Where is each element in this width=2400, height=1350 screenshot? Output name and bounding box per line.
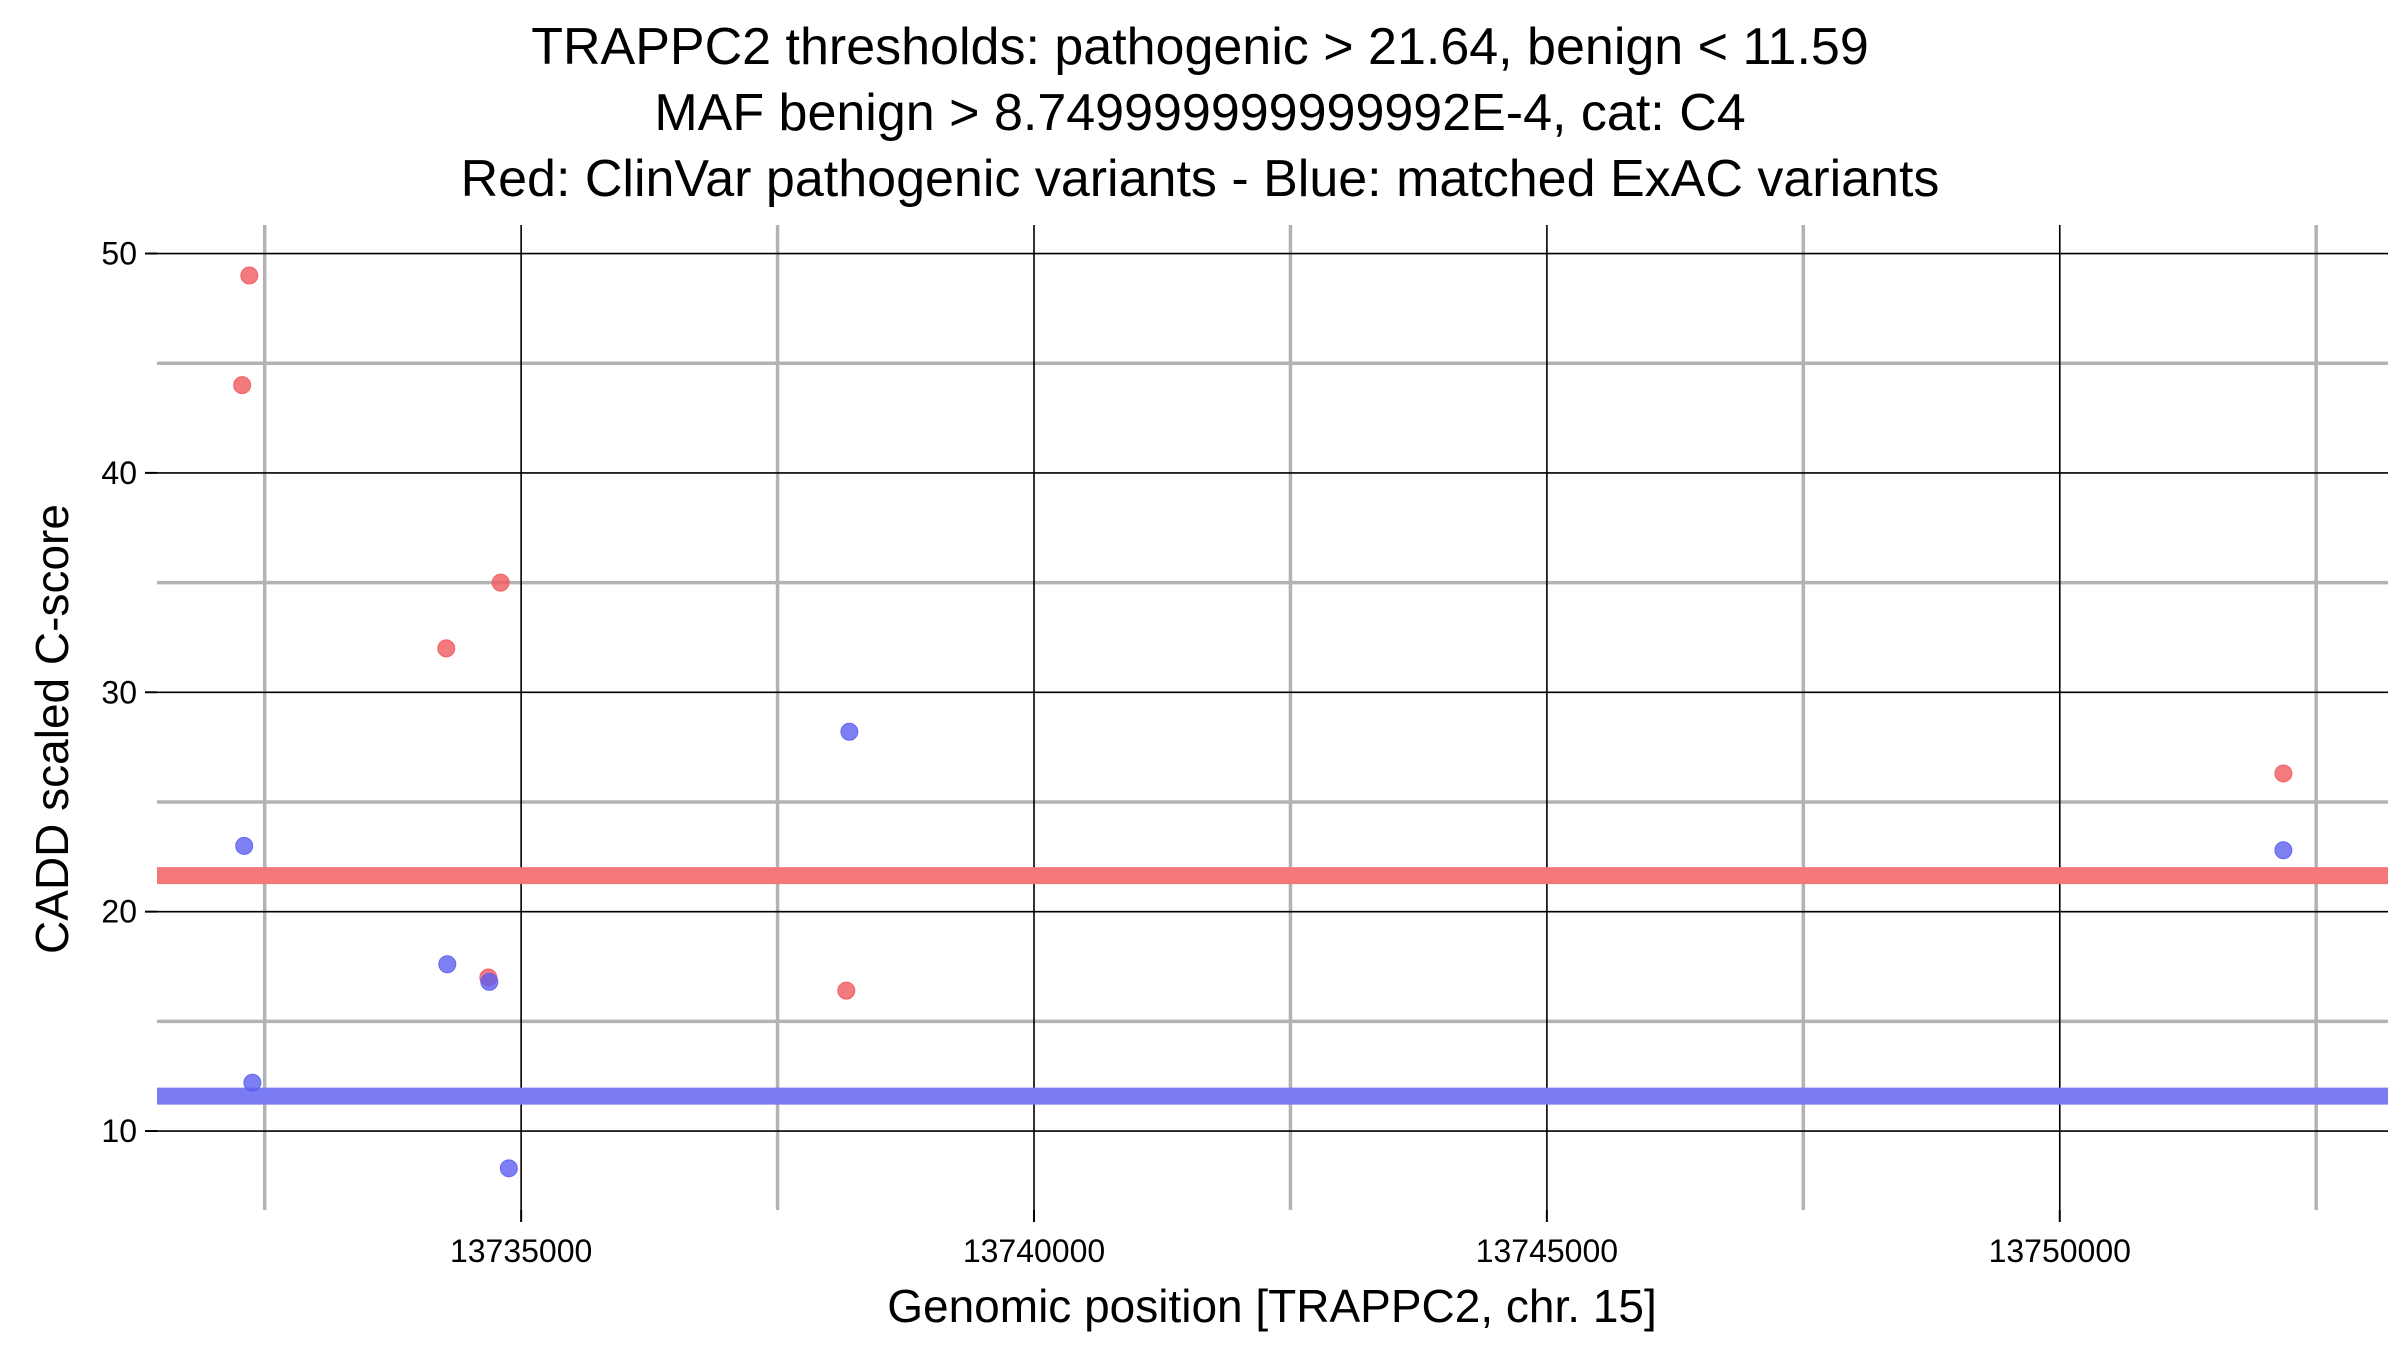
point-layer [233,266,2293,1178]
y-axis-title: CADD scaled C-score [26,504,78,954]
pathogenic-variant-point [240,266,259,285]
y-tick-label: 20 [101,894,137,930]
pathogenic-variant-point [837,981,856,1000]
y-tick-label: 40 [101,455,137,491]
threshold-layer [157,867,2388,1105]
pathogenic-variant-point [437,639,456,658]
chart-title-line-1: TRAPPC2 thresholds: pathogenic > 21.64, … [531,18,1869,76]
y-tick-label: 30 [101,674,137,710]
exac-variant-point [499,1159,518,1178]
exac-variant-point [2274,841,2293,860]
tick-layer: 10 20 30 40 50 13735000 13740000 13745000 137500… [101,236,2131,1269]
x-tick-label: 13750000 [1989,1233,2131,1269]
chart-title-line-2: MAF benign > 8.749999999999992E-4, cat: … [654,84,1746,142]
exac-variant-point [438,955,457,974]
x-tick-label: 13745000 [1476,1233,1618,1269]
chart-title-line-3: Red: ClinVar pathogenic variants - Blue:… [460,150,1940,208]
exac-variant-point [840,722,859,741]
pathogenic-variant-point [233,376,252,395]
exac-variant-point [243,1073,262,1092]
x-tick-label: 13740000 [963,1233,1105,1269]
pathogenic-variant-point [491,573,510,592]
exac-variant-point [480,972,499,991]
y-tick-label: 10 [101,1113,137,1149]
grid-layer [157,225,2388,1210]
pathogenic-variant-point [2274,764,2293,783]
exac-variant-point [235,836,254,855]
x-axis-title: Genomic position [TRAPPC2, chr. 15] [887,1280,1657,1332]
y-tick-label: 50 [101,236,137,272]
chart-title: TRAPPC2 thresholds: pathogenic > 21.64, … [0,14,2400,212]
x-tick-label: 13735000 [450,1233,592,1269]
